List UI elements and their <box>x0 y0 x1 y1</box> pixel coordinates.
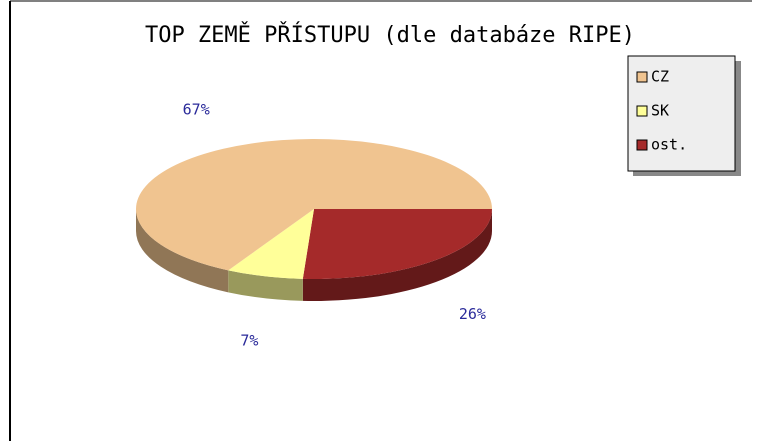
legend-label: CZ <box>651 68 669 86</box>
pie-slice <box>228 209 314 279</box>
legend-swatch <box>636 139 648 151</box>
legend-swatch <box>636 105 648 117</box>
pie-slice-side <box>228 270 303 301</box>
pie-slice <box>136 139 493 271</box>
legend-label: ost. <box>651 136 687 154</box>
data-label: 67% <box>183 101 210 119</box>
legend-swatch <box>636 71 648 83</box>
data-label: 7% <box>240 332 258 350</box>
pie-slice <box>302 209 492 279</box>
chart-title: TOP ZEMĚ PŘÍSTUPU (dle databáze RIPE) <box>145 22 635 48</box>
pie-slice-side <box>302 209 493 301</box>
legend-label: SK <box>651 102 669 120</box>
pie-slice-side <box>136 209 229 293</box>
data-label: 26% <box>459 305 486 323</box>
